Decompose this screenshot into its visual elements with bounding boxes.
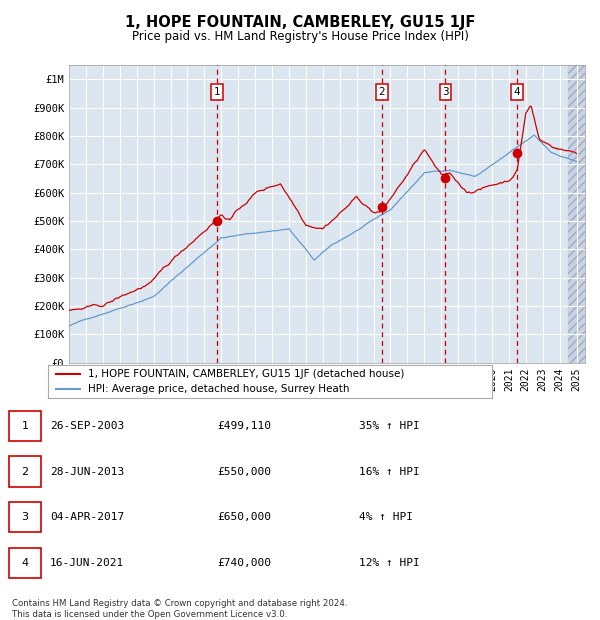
Text: HPI: Average price, detached house, Surrey Heath: HPI: Average price, detached house, Surr…: [88, 384, 349, 394]
Text: 12% ↑ HPI: 12% ↑ HPI: [359, 558, 419, 568]
Text: 4% ↑ HPI: 4% ↑ HPI: [359, 512, 413, 522]
FancyBboxPatch shape: [9, 411, 41, 441]
Text: 1: 1: [22, 421, 29, 431]
Text: 4: 4: [514, 87, 520, 97]
Text: 26-SEP-2003: 26-SEP-2003: [50, 421, 124, 431]
Text: 1, HOPE FOUNTAIN, CAMBERLEY, GU15 1JF (detached house): 1, HOPE FOUNTAIN, CAMBERLEY, GU15 1JF (d…: [88, 369, 404, 379]
Text: 1, HOPE FOUNTAIN, CAMBERLEY, GU15 1JF: 1, HOPE FOUNTAIN, CAMBERLEY, GU15 1JF: [125, 16, 475, 30]
FancyBboxPatch shape: [9, 456, 41, 487]
Bar: [568, 65, 585, 363]
Bar: [568, 65, 585, 363]
Text: 1: 1: [214, 87, 220, 97]
Text: 3: 3: [442, 87, 449, 97]
FancyBboxPatch shape: [9, 548, 41, 578]
Text: Price paid vs. HM Land Registry's House Price Index (HPI): Price paid vs. HM Land Registry's House …: [131, 30, 469, 43]
FancyBboxPatch shape: [9, 502, 41, 533]
Text: £550,000: £550,000: [218, 467, 272, 477]
Text: 28-JUN-2013: 28-JUN-2013: [50, 467, 124, 477]
Text: 35% ↑ HPI: 35% ↑ HPI: [359, 421, 419, 431]
Text: 04-APR-2017: 04-APR-2017: [50, 512, 124, 522]
Text: 4: 4: [22, 558, 29, 568]
Text: £740,000: £740,000: [218, 558, 272, 568]
Text: 16-JUN-2021: 16-JUN-2021: [50, 558, 124, 568]
Text: 2: 2: [22, 467, 29, 477]
Text: 16% ↑ HPI: 16% ↑ HPI: [359, 467, 419, 477]
Text: £499,110: £499,110: [218, 421, 272, 431]
Text: Contains HM Land Registry data © Crown copyright and database right 2024.
This d: Contains HM Land Registry data © Crown c…: [12, 600, 347, 619]
Text: 3: 3: [22, 512, 29, 522]
Text: 2: 2: [379, 87, 385, 97]
Text: £650,000: £650,000: [218, 512, 272, 522]
